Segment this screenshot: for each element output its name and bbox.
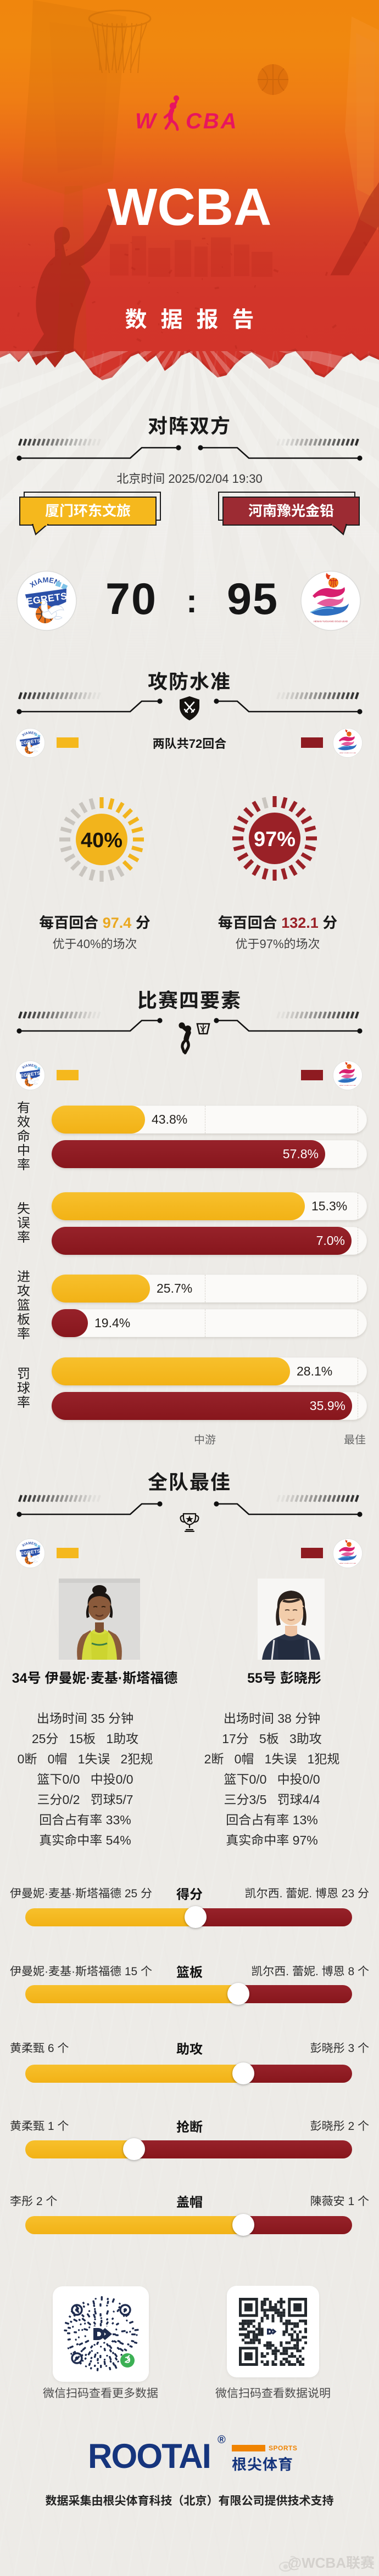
svg-text:HENAN YUGUANG GOLD LEAD: HENAN YUGUANG GOLD LEAD <box>314 620 348 623</box>
svg-text:HENAN YUGUANG GOLD LEAD: HENAN YUGUANG GOLD LEAD <box>339 752 356 754</box>
svg-text:XIAMEN: XIAMEN <box>21 1541 37 1548</box>
svg-text:97%: 97% <box>254 828 296 851</box>
svg-text:CBA: CBA <box>186 109 238 133</box>
svg-text:XIAMEN: XIAMEN <box>21 1063 37 1070</box>
svg-text:HENAN YUGUANG GOLD LEAD: HENAN YUGUANG GOLD LEAD <box>339 1563 356 1564</box>
svg-text:40%: 40% <box>81 829 122 852</box>
svg-text:XIAMEN: XIAMEN <box>21 731 37 737</box>
svg-text:W: W <box>135 109 158 133</box>
svg-text:HENAN YUGUANG GOLD LEAD: HENAN YUGUANG GOLD LEAD <box>339 1085 356 1086</box>
